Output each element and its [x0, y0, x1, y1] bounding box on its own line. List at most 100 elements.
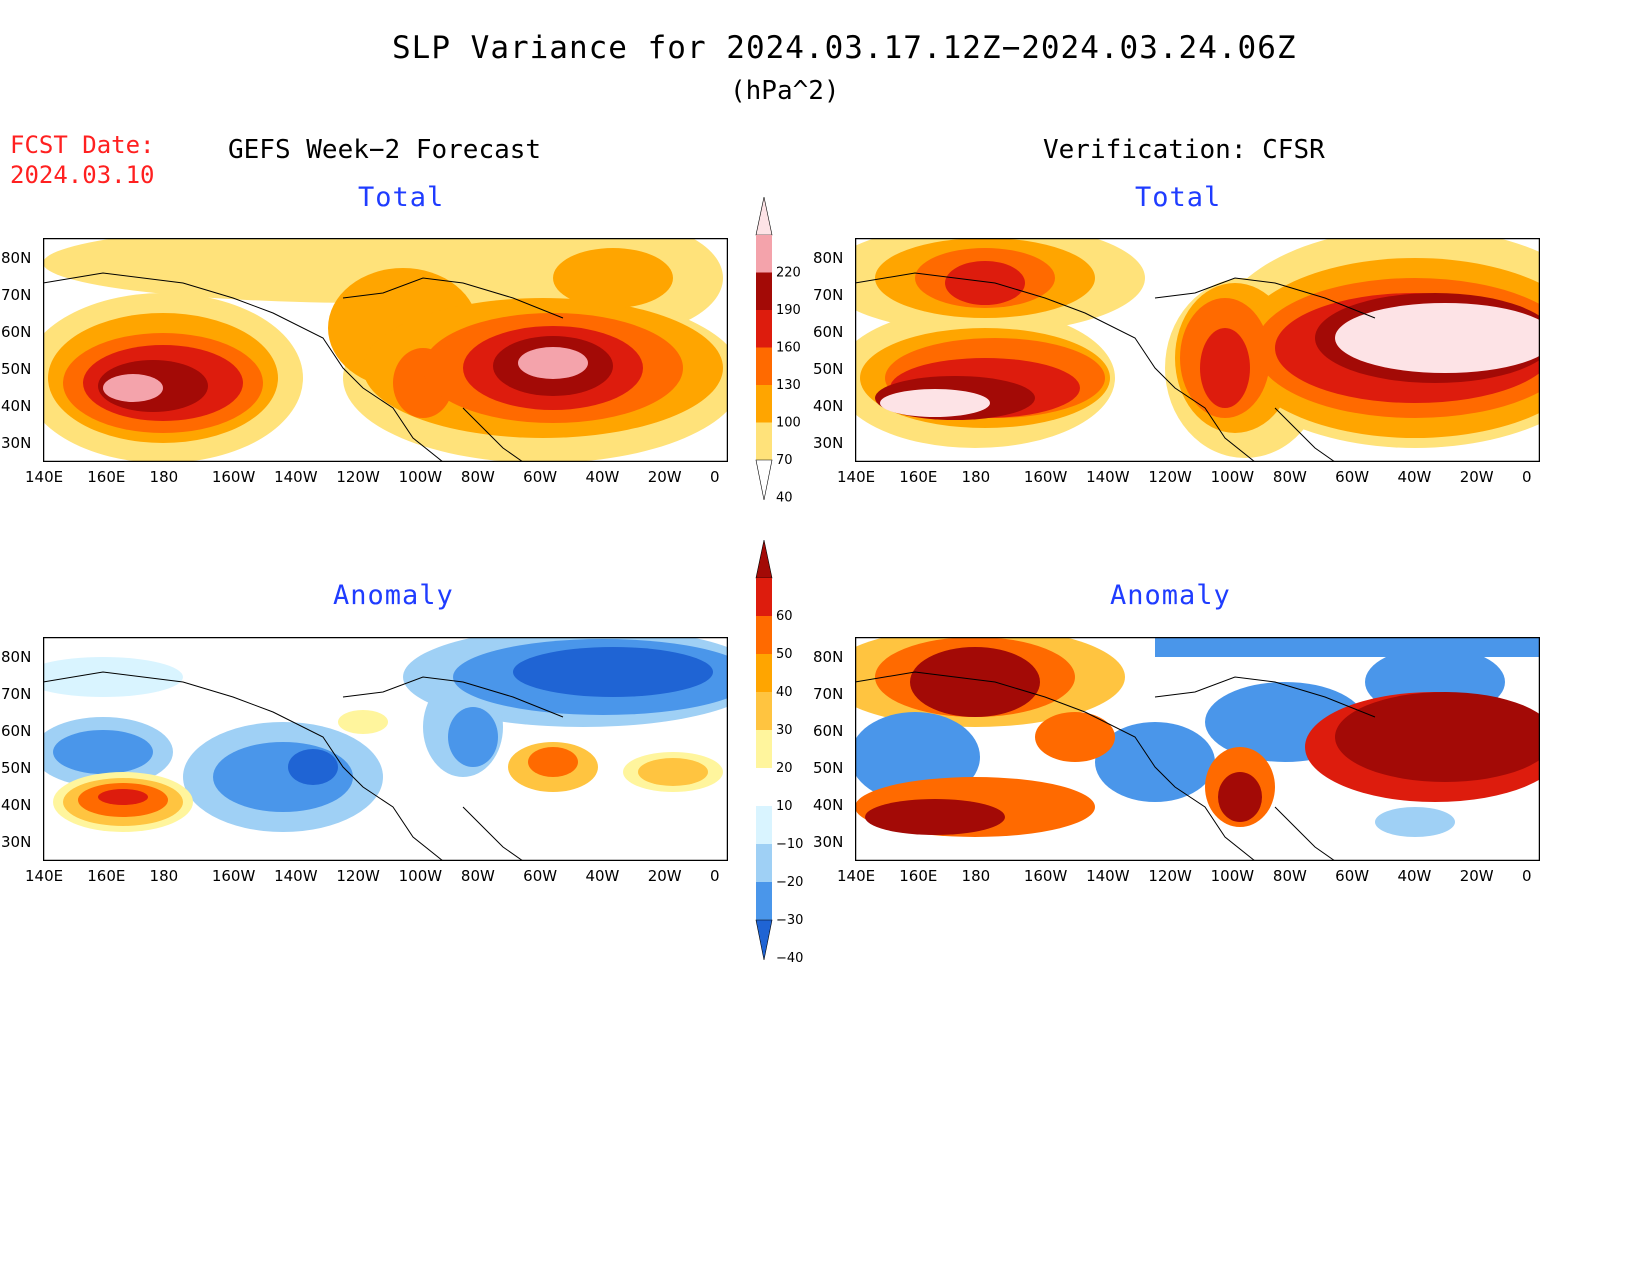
- lon-tick-label: 80W: [460, 867, 495, 885]
- lon-tick-label: 160W: [211, 867, 256, 885]
- lon-tick-label: 120W: [336, 468, 380, 486]
- lon-tick-label: 120W: [336, 867, 380, 885]
- lat-tick-label: 60N: [813, 722, 844, 740]
- lat-tick-label: 30N: [1, 833, 32, 851]
- lon-tick-label: 100W: [1210, 867, 1255, 885]
- colorbar-top-triangle: [755, 539, 773, 579]
- colorbar-segment: [756, 385, 772, 423]
- lon-tick-label: 120W: [1148, 468, 1192, 486]
- lat-tick-label: 70N: [813, 685, 844, 703]
- lon-tick-label: 100W: [1210, 468, 1255, 486]
- lon-tick-label: 180: [961, 867, 991, 885]
- lat-tick-label: 70N: [813, 286, 844, 304]
- colorbar-segment: [756, 616, 772, 654]
- lon-tick-label: 140W: [1086, 468, 1130, 486]
- lat-tick-label: 80N: [1, 648, 32, 666]
- lon-tick-label: 40W: [585, 867, 620, 885]
- lon-tick-label: 60W: [523, 468, 558, 486]
- forecast-total-map: [43, 238, 728, 462]
- lat-tick-label: 30N: [1, 434, 32, 452]
- lon-tick-label: 160E: [899, 867, 938, 885]
- lon-tick-label: 100W: [398, 468, 443, 486]
- colorbar-top-triangle: [755, 196, 773, 236]
- figure-title: SLP Variance for 2024.03.17.12Z−2024.03.…: [392, 30, 1297, 66]
- colorbar-segment: [756, 422, 772, 460]
- lon-tick-label: 20W: [1459, 468, 1494, 486]
- colorbar-label: 160: [776, 341, 801, 356]
- lat-tick-label: 50N: [813, 360, 844, 378]
- lon-tick-label: 140E: [837, 867, 876, 885]
- lon-tick-label: 100W: [398, 867, 443, 885]
- lon-tick-label: 160W: [211, 468, 256, 486]
- lon-tick-label: 180: [149, 468, 179, 486]
- forecast-total-subtitle: Total: [358, 182, 445, 213]
- colorbar-label: 70: [776, 453, 793, 468]
- lon-tick-label: 140W: [1086, 867, 1130, 885]
- verification-total-subtitle: Total: [1135, 182, 1222, 213]
- lon-tick-label: 180: [149, 867, 179, 885]
- lon-tick-label: 160E: [87, 867, 126, 885]
- lat-tick-label: 40N: [813, 796, 844, 814]
- verification-anomaly-subtitle: Anomaly: [1110, 580, 1231, 611]
- colorbar-label: −40: [776, 951, 803, 963]
- lon-tick-label: 60W: [1335, 867, 1370, 885]
- lon-tick-label: 140E: [25, 867, 64, 885]
- lon-tick-label: 60W: [1335, 468, 1370, 486]
- colorbar-label: 50: [776, 647, 793, 662]
- colorbar-label: 190: [776, 303, 801, 318]
- lat-tick-label: 40N: [1, 397, 32, 415]
- lon-tick-label: 80W: [1272, 867, 1307, 885]
- lon-tick-label: 160W: [1023, 468, 1068, 486]
- colorbar-label: 30: [776, 723, 793, 738]
- colorbar-segment: [756, 692, 772, 730]
- colorbar-segment: [756, 654, 772, 692]
- lat-tick-label: 40N: [1, 796, 32, 814]
- colorbar-label: 40: [776, 491, 793, 506]
- lat-tick-label: 40N: [813, 397, 844, 415]
- verification-anomaly-map: [855, 637, 1540, 861]
- lon-tick-label: 80W: [1272, 468, 1307, 486]
- lon-tick-label: 140W: [274, 867, 318, 885]
- units-label: (hPa^2): [730, 76, 840, 106]
- lon-tick-label: 80W: [460, 468, 495, 486]
- total-colorbar: 220 190 160 130 100 70 40: [755, 196, 801, 506]
- colorbar-segment: [756, 347, 772, 385]
- colorbar-label: 130: [776, 378, 801, 393]
- colorbar-segment: [756, 730, 772, 768]
- colorbar-segment: [756, 844, 772, 882]
- lon-tick-label: 0: [710, 867, 720, 885]
- forecast-column-title: GEFS Week−2 Forecast: [228, 135, 542, 165]
- lat-tick-label: 80N: [813, 648, 844, 666]
- lon-tick-label: 20W: [647, 867, 682, 885]
- lat-tick-label: 70N: [1, 685, 32, 703]
- lon-tick-label: 40W: [1397, 468, 1432, 486]
- lat-tick-label: 60N: [1, 722, 32, 740]
- lon-tick-label: 160W: [1023, 867, 1068, 885]
- lon-tick-label: 180: [961, 468, 991, 486]
- lon-tick-label: 140E: [25, 468, 64, 486]
- lat-tick-label: 30N: [813, 434, 844, 452]
- lon-tick-label: 160E: [87, 468, 126, 486]
- lat-tick-label: 50N: [1, 360, 32, 378]
- colorbar-label: −20: [776, 875, 803, 890]
- verification-column-title: Verification: CFSR: [1043, 135, 1325, 165]
- verification-total-map: [855, 238, 1540, 462]
- forecast-anomaly-map: [43, 637, 728, 861]
- colorbar-segment: [756, 578, 772, 616]
- forecast-anomaly-subtitle: Anomaly: [333, 580, 454, 611]
- lat-tick-label: 50N: [813, 759, 844, 777]
- colorbar-label: −10: [776, 837, 803, 852]
- fcst-date-value: 2024.03.10: [10, 161, 155, 189]
- lon-tick-label: 140E: [837, 468, 876, 486]
- colorbar-segment: [756, 768, 772, 806]
- lat-tick-label: 70N: [1, 286, 32, 304]
- fcst-date-label: FCST Date:: [10, 131, 155, 159]
- lon-tick-label: 0: [1522, 468, 1532, 486]
- lat-tick-label: 80N: [1, 249, 32, 267]
- lon-tick-label: 140W: [274, 468, 318, 486]
- colorbar-segment: [756, 272, 772, 310]
- colorbar-segment: [756, 235, 772, 273]
- lat-tick-label: 60N: [813, 323, 844, 341]
- lon-tick-label: 160E: [899, 468, 938, 486]
- colorbar-label: 100: [776, 416, 801, 431]
